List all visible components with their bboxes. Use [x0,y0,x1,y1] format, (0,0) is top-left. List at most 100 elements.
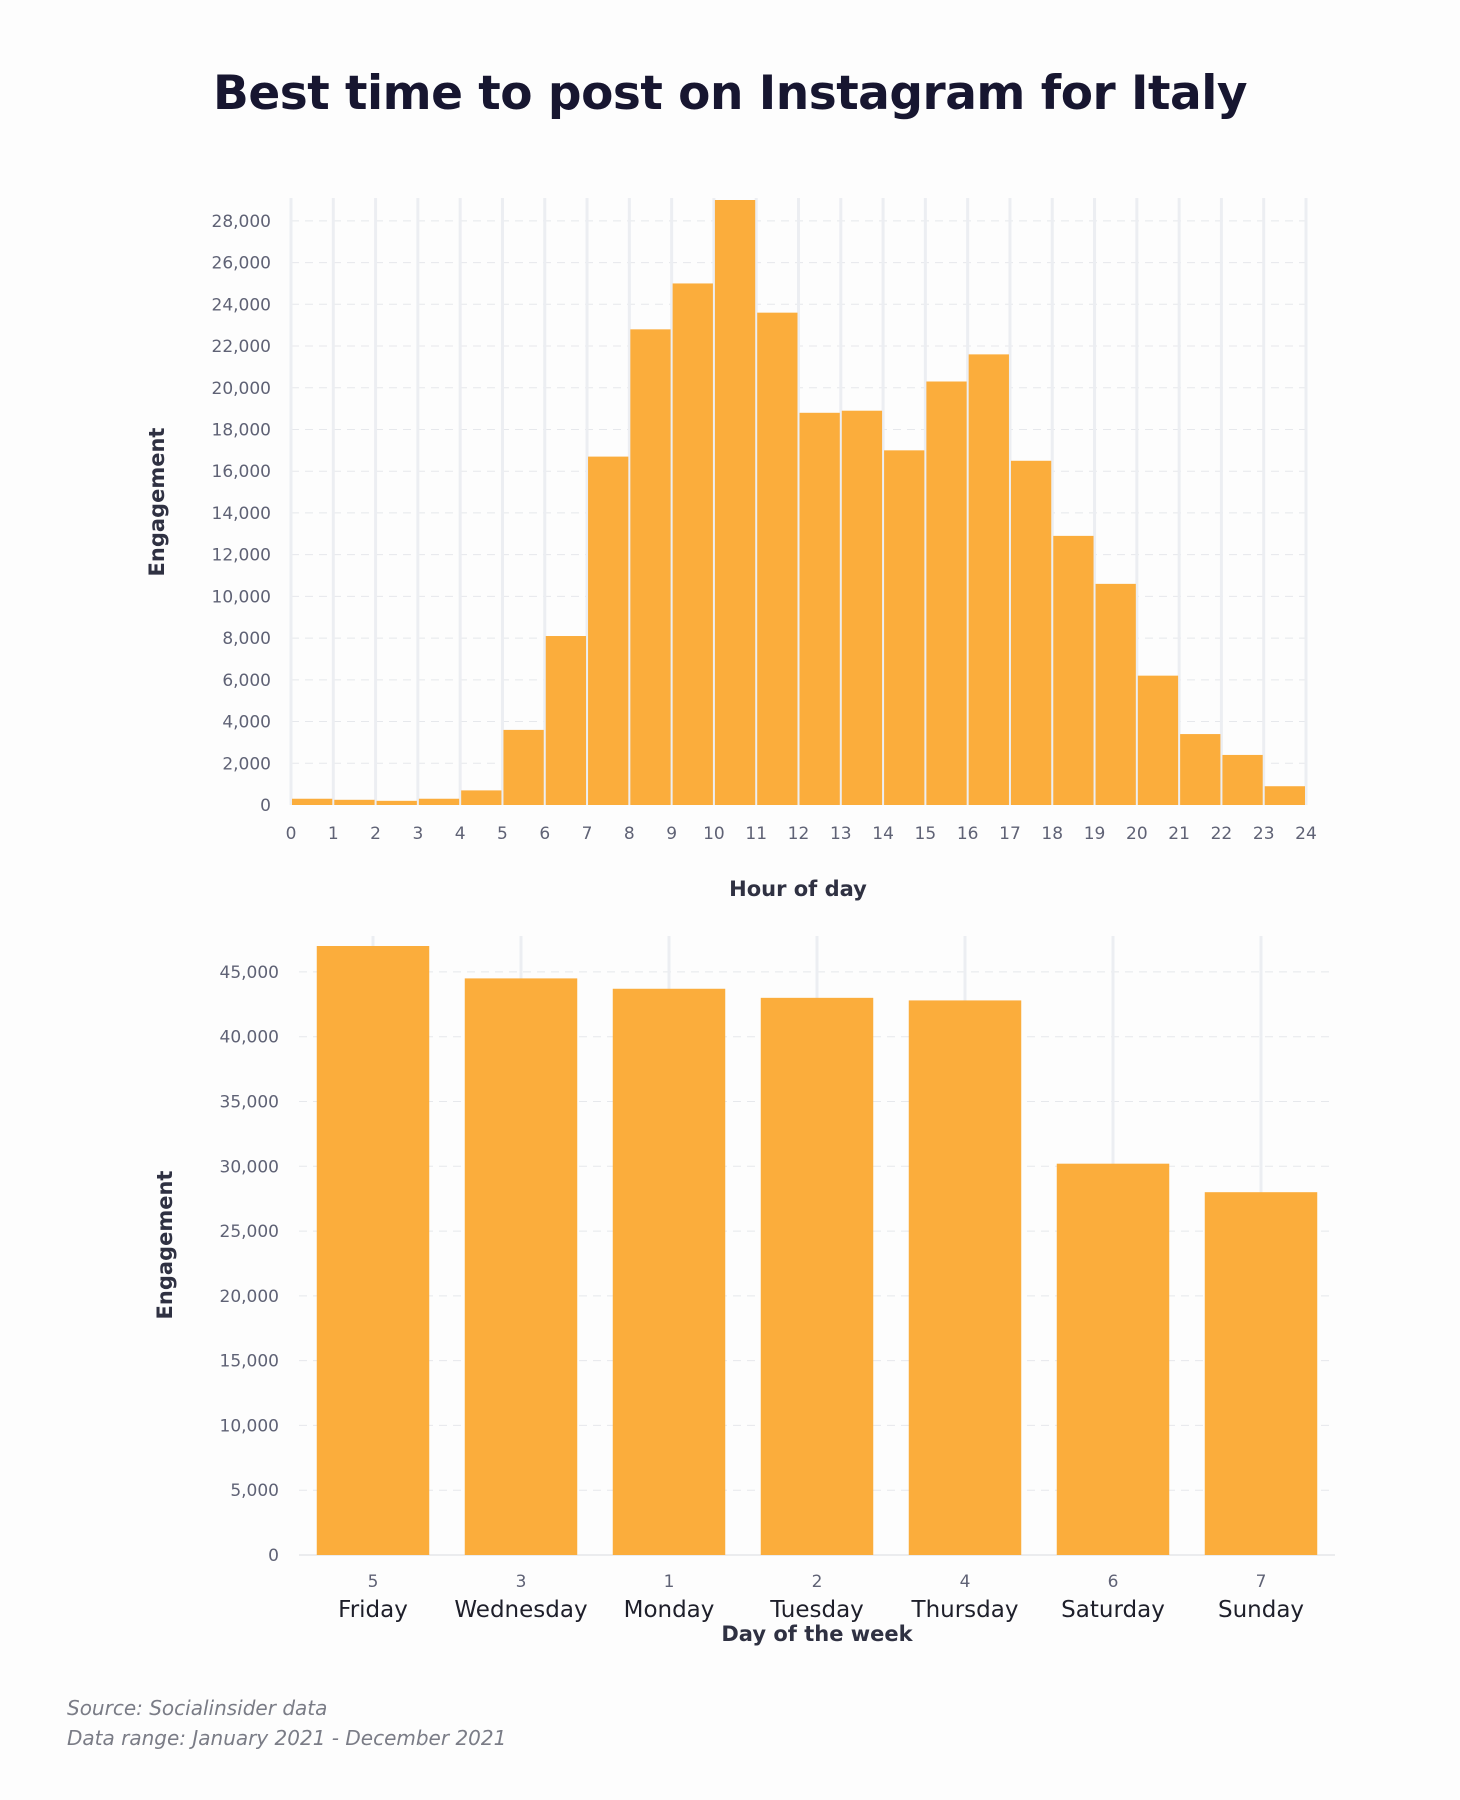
hour-chart-x-tick-label: 20 [1126,824,1148,844]
hour-bar [1222,754,1263,805]
day-chart-x-tick-code: 3 [516,1572,527,1592]
hour-chart-x-tick-label: 4 [455,824,466,844]
day-bar [1204,1192,1318,1555]
hour-chart-x-axis-title: Hour of day [729,877,867,901]
hour-chart-x-tick-label: 8 [624,824,635,844]
day-chart-x-ticks: 5 Friday 3 Wednesday 1 Monday 2 Tuesday 4 Thursda… [338,1572,1304,1623]
day-bar [908,1000,1022,1555]
hour-chart-bars [292,200,1305,806]
data-range-line: Data range: January 2021 - December 2021 [67,1726,507,1750]
hour-chart-x-tick-label: 9 [666,824,677,844]
hour-chart-x-tick-label: 22 [1211,824,1233,844]
day-bar [760,997,874,1555]
day-chart-y-tick-label: 25,000 [220,1222,279,1242]
hour-chart-y-tick-label: 2,000 [222,754,271,774]
day-bar [316,946,430,1555]
day-bar [612,988,726,1555]
hour-chart-y-ticks: 0 2,000 4,000 6,000 8,000 10,000 12,000 14,000 1… [212,212,271,816]
hour-chart-x-tick-label: 13 [830,824,852,844]
hour-chart-x-tick-label: 11 [745,824,767,844]
day-chart-y-tick-label: 20,000 [220,1287,279,1307]
hour-bar [968,354,1009,805]
hour-bar [292,798,333,805]
hour-bar [926,381,967,805]
day-chart-y-tick-label: 40,000 [220,1028,279,1048]
hour-bar [1095,583,1136,805]
hour-chart-y-tick-label: 10,000 [212,587,271,607]
hour-chart-x-tick-label: 6 [539,824,550,844]
hour-of-day-histogram: 0 2,000 4,000 6,000 8,000 10,000 12,000 14,000 1… [145,198,1317,901]
hour-bar [376,800,417,805]
day-chart-y-tick-label: 45,000 [220,963,279,983]
hour-chart-x-tick-label: 10 [703,824,725,844]
hour-bar [884,450,925,805]
day-chart-x-tick-code: 2 [812,1572,823,1592]
hour-bar [1264,786,1305,805]
hour-chart-y-axis-title: Engagement [145,428,169,577]
day-chart-x-tick-day-name: Sunday [1218,1597,1304,1623]
day-chart-x-tick-day-name: Thursday [911,1597,1019,1623]
hour-chart-y-tick-label: 20,000 [212,379,271,399]
hour-chart-x-ticks: 0 1 2 3 4 5 6 7 8 9 10 11 12 13 14 15 16 17 18 19 20 21 22 23 24 [286,824,1317,844]
hour-bar [334,799,375,805]
hour-chart-y-tick-label: 28,000 [212,212,271,232]
hour-bar [545,636,587,805]
hour-bar [418,798,460,805]
hour-chart-y-tick-label: 22,000 [212,337,271,357]
hour-chart-x-tick-label: 19 [1084,824,1106,844]
day-chart-y-tick-label: 35,000 [220,1092,279,1112]
hour-chart-x-tick-label: 14 [872,824,894,844]
hour-chart-y-tick-label: 24,000 [212,295,271,315]
hour-bar [588,456,629,805]
hour-bar [757,312,798,805]
hour-chart-x-tick-label: 23 [1253,824,1275,844]
day-chart-x-tick-code: 7 [1256,1572,1267,1592]
day-bar [1056,1163,1170,1555]
day-chart-y-tick-label: 5,000 [230,1481,279,1501]
hour-bar [799,412,840,805]
hour-chart-y-tick-label: 4,000 [222,713,271,733]
hour-bar [503,729,544,805]
day-chart-y-tick-label: 30,000 [220,1157,279,1177]
hour-chart-y-tick-label: 14,000 [212,504,271,524]
hour-bar [714,200,756,805]
hour-chart-y-tick-label: 6,000 [222,671,271,691]
hour-chart-x-tick-label: 7 [582,824,593,844]
hour-chart-y-tick-label: 18,000 [212,420,271,440]
day-chart-y-tick-label: 10,000 [220,1416,279,1436]
hour-chart-x-tick-label: 3 [412,824,423,844]
hour-chart-y-tick-label: 0 [260,796,271,816]
day-chart-x-tick-day-name: Wednesday [454,1597,587,1623]
day-chart-bars [316,946,1318,1555]
day-chart-y-axis-title: Engagement [153,1171,177,1320]
day-chart-x-tick-code: 6 [1108,1572,1119,1592]
day-chart-y-tick-label: 15,000 [220,1352,279,1372]
hour-bar [630,329,671,805]
source-line: Source: Socialinsider data [67,1696,328,1720]
day-chart-y-ticks: 0 5,000 10,000 15,000 20,000 25,000 30,000 35,0… [220,963,279,1566]
hour-bar [461,790,502,805]
hour-chart-x-tick-label: 17 [999,824,1021,844]
hour-chart-y-tick-label: 16,000 [212,462,271,482]
hour-bar [1180,734,1221,805]
hour-chart-y-tick-label: 8,000 [222,629,271,649]
hour-bar [1010,460,1052,805]
hour-chart-y-tick-label: 26,000 [212,254,271,274]
day-chart-x-axis-title: Day of the week [721,1622,913,1646]
day-chart-x-tick-day-name: Saturday [1061,1597,1165,1623]
hour-chart-grid [289,198,1308,805]
hour-chart-x-tick-label: 16 [957,824,979,844]
day-of-week-bar-chart: 0 5,000 10,000 15,000 20,000 25,000 30,000 35,0… [153,936,1335,1646]
day-chart-x-tick-code: 4 [960,1572,971,1592]
hour-chart-y-tick-label: 12,000 [212,546,271,566]
hour-chart-x-tick-label: 21 [1168,824,1190,844]
hour-chart-x-tick-label: 24 [1295,824,1317,844]
hour-chart-x-tick-label: 12 [788,824,810,844]
hour-chart-x-tick-label: 1 [328,824,339,844]
hour-bar [672,283,713,806]
day-chart-x-tick-day-name: Monday [624,1597,715,1623]
hour-chart-x-tick-label: 5 [497,824,508,844]
day-chart-y-tick-label: 0 [268,1546,279,1566]
hour-chart-x-tick-label: 18 [1041,824,1063,844]
day-chart-x-tick-code: 5 [368,1572,379,1592]
